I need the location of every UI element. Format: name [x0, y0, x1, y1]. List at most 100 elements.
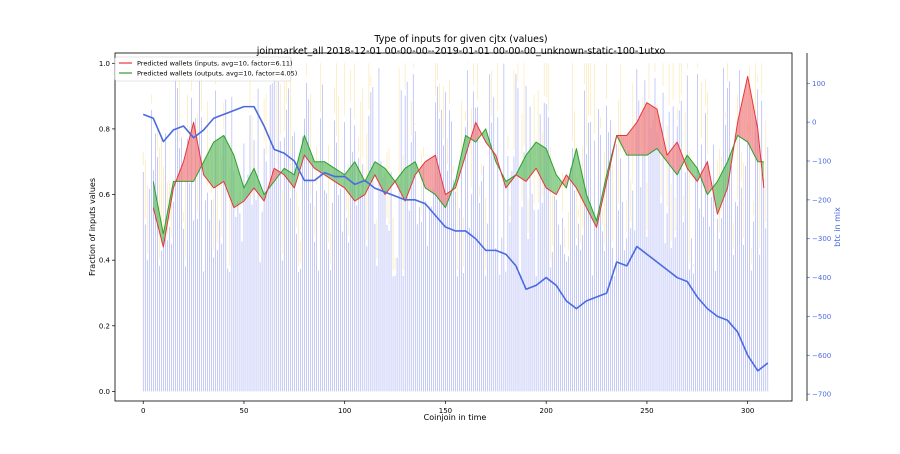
fill-segment	[328, 164, 331, 179]
fill-segment	[237, 168, 240, 206]
legend-label-outputs: Predicted wallets (outputs, avg=10, fact…	[137, 70, 297, 78]
fill-segment	[326, 163, 329, 178]
y-tick-label: 0.2	[99, 322, 110, 330]
y-right-tick-label: −700	[812, 391, 831, 399]
fill-segment	[745, 76, 748, 143]
fill-segment	[675, 142, 678, 175]
fill-segment	[584, 185, 587, 208]
fill-segment	[552, 164, 555, 194]
fill-segment	[737, 113, 740, 137]
x-tick-label: 300	[741, 407, 754, 415]
fill-segment	[431, 156, 434, 194]
fill-segment	[540, 144, 543, 181]
fill-segment	[634, 122, 637, 156]
fill-segment	[409, 164, 412, 191]
fill-segment	[368, 169, 371, 187]
fill-segment	[360, 173, 363, 198]
y-tick-label: 0.6	[99, 191, 111, 199]
fill-segment	[743, 85, 746, 141]
fill-segment	[663, 136, 666, 160]
x-tick-label: 250	[640, 407, 653, 415]
fill-segment	[403, 168, 406, 202]
fill-segment	[475, 122, 478, 143]
fill-segment	[548, 153, 551, 191]
fill-segment	[290, 172, 293, 186]
fill-segment	[578, 157, 581, 196]
x-tick-label: 0	[141, 407, 145, 415]
fill-segment	[370, 165, 373, 183]
fill-segment	[399, 173, 402, 194]
legend-box	[114, 56, 292, 82]
btc-in-mix-line	[142, 105, 769, 372]
fill-segment	[407, 165, 410, 196]
fill-segment	[207, 149, 210, 183]
fill-segment	[485, 128, 488, 145]
fill-segment	[532, 144, 535, 174]
fill-segment	[374, 161, 377, 179]
fill-segment	[362, 177, 365, 196]
y-tick-label: 0.8	[99, 125, 110, 133]
fill-segment	[415, 161, 418, 175]
inputs-line	[152, 75, 765, 248]
fill-segment	[687, 155, 690, 171]
fill-segment	[546, 148, 549, 190]
y-tick-label: 0.4	[99, 257, 111, 265]
fill-segment	[628, 130, 631, 156]
fill-segment	[522, 159, 525, 181]
fill-segment	[507, 178, 510, 186]
fill-segment	[376, 163, 379, 183]
fill-segment	[225, 139, 228, 192]
fill-segment	[554, 169, 557, 195]
fill-segment	[753, 107, 756, 158]
x-tick-label: 150	[439, 407, 452, 415]
fill-segment	[677, 142, 680, 175]
fill-segment	[528, 149, 531, 179]
fill-segment	[570, 164, 573, 183]
fill-segment	[292, 173, 295, 188]
fill-segment	[382, 166, 385, 195]
fill-segment	[389, 173, 392, 190]
fill-segment	[723, 165, 726, 199]
fill-segment	[217, 138, 220, 186]
fill-segment	[411, 163, 414, 186]
y-right-tick-label: 0	[812, 119, 816, 127]
plot-frame	[114, 52, 793, 402]
fill-segment	[249, 172, 253, 194]
fill-segment	[524, 155, 527, 182]
between-fill	[153, 76, 764, 248]
fill-segment	[346, 169, 349, 194]
fill-segment	[272, 168, 275, 185]
fill-segment	[741, 94, 744, 140]
fill-segment	[235, 161, 238, 207]
fill-segment	[526, 152, 529, 182]
outputs-line	[152, 128, 764, 235]
legend-label-inputs: Predicted wallets (inputs, avg=10, facto…	[137, 60, 293, 68]
fill-segment	[717, 177, 720, 215]
fill-segment	[727, 156, 730, 188]
fill-segment	[239, 174, 242, 204]
fill-segment	[695, 165, 698, 182]
fill-segment	[624, 135, 627, 156]
fill-segment	[211, 142, 214, 188]
fill-segment	[252, 168, 255, 191]
fill-segment	[679, 147, 682, 171]
fill-segment	[576, 148, 579, 192]
fill-segment	[749, 86, 752, 150]
series-lines	[142, 75, 769, 372]
fill-segment	[205, 153, 208, 181]
fill-segment	[445, 193, 448, 208]
fill-segment	[648, 103, 651, 154]
fill-segment	[657, 109, 660, 152]
chart-subtitle: joinmarket_all 2018-12-01 00-00-00--2019…	[256, 46, 666, 57]
fill-segment	[320, 161, 323, 174]
x-tick-label: 50	[239, 407, 248, 415]
x-axis-label: Coinjoin in time	[424, 413, 487, 422]
fill-segment	[556, 174, 559, 195]
fill-segment	[536, 142, 539, 173]
fill-segment	[751, 97, 754, 154]
fill-segment	[542, 145, 545, 185]
fill-segment	[747, 76, 750, 146]
fill-segment	[338, 170, 341, 186]
fill-segment	[223, 135, 226, 187]
